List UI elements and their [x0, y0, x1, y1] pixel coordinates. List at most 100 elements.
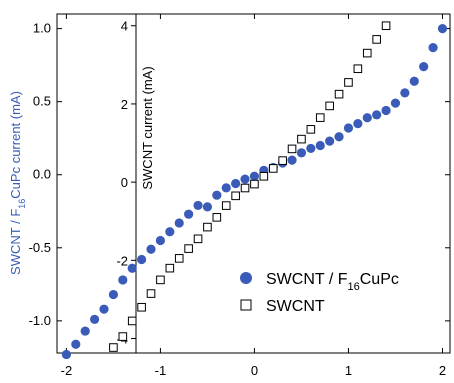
data-point-swcnt: [137, 302, 146, 312]
series-swcnt: [109, 21, 391, 352]
right-y-tick-label: 2: [121, 97, 128, 112]
data-point-swcnt: [109, 343, 118, 352]
data-point-swcnt-f16cupc: [108, 289, 119, 300]
x-axis-ticks: -2 -1 0 1 2: [61, 14, 446, 378]
legend-label-0-post: CuPc: [360, 271, 399, 288]
left-y-label-pre: SWCNT / F: [8, 209, 23, 275]
data-point-swcnt: [221, 201, 231, 210]
right-y-axis-label: SWCNT current (mA): [140, 66, 155, 189]
right-y-tick-label: 0: [121, 175, 128, 190]
data-point-swcnt-f16cupc: [174, 218, 184, 228]
data-point-swcnt-f16cupc: [240, 174, 250, 184]
data-point-swcnt: [165, 263, 175, 273]
data-point-swcnt-f16cupc: [184, 209, 194, 219]
data-point-swcnt: [306, 125, 316, 134]
data-point-swcnt: [231, 191, 240, 201]
data-point-swcnt-f16cupc: [231, 178, 241, 189]
data-point-swcnt-f16cupc: [118, 275, 128, 285]
left-y-label-unit: current (mA): [8, 91, 23, 163]
plot-border: [56, 13, 451, 354]
data-point-swcnt: [184, 244, 193, 253]
data-point-swcnt-f16cupc: [428, 43, 438, 53]
data-point-swcnt-f16cupc: [155, 235, 166, 246]
left-y-tick-label: 0.5: [33, 94, 51, 109]
data-point-swcnt-f16cupc: [296, 148, 307, 158]
data-point-swcnt-f16cupc: [137, 254, 147, 265]
left-y-tick-label: -1.0: [29, 313, 51, 328]
data-point-swcnt: [362, 48, 372, 58]
data-point-swcnt-f16cupc: [400, 88, 410, 98]
data-point-swcnt: [334, 89, 344, 99]
data-point-swcnt-f16cupc: [127, 263, 137, 273]
data-point-swcnt: [278, 156, 287, 165]
x-tick-label: -1: [155, 363, 167, 378]
data-point-swcnt-f16cupc: [61, 349, 72, 360]
data-point-swcnt-f16cupc: [287, 155, 297, 165]
right-y-label-pre: SWCNT: [140, 142, 155, 190]
data-point-swcnt-f16cupc: [419, 62, 429, 72]
data-point-swcnt-f16cupc: [212, 190, 222, 200]
x-tick-label: -2: [61, 363, 73, 378]
legend-marker-swcnt: [240, 299, 252, 311]
legend: SWCNT / F16CuPc SWCNT: [240, 271, 399, 315]
data-point-swcnt: [240, 183, 250, 193]
data-point-swcnt-f16cupc: [362, 113, 372, 123]
data-point-swcnt: [127, 316, 137, 326]
data-point-swcnt: [325, 101, 334, 111]
legend-label-swcnt-f16cupc: SWCNT / F16CuPc: [266, 271, 399, 293]
left-y-tick-label: -0.5: [29, 240, 51, 255]
data-point-swcnt: [372, 35, 381, 44]
data-point-swcnt-f16cupc: [325, 136, 335, 146]
data-point-swcnt: [287, 144, 297, 154]
data-point-swcnt-f16cupc: [409, 76, 419, 86]
data-point-swcnt-f16cupc: [80, 326, 90, 336]
data-point-swcnt-f16cupc: [249, 171, 260, 181]
legend-label-1-pre: SWCNT: [266, 298, 325, 315]
data-point-swcnt: [297, 134, 306, 144]
data-point-swcnt-f16cupc: [146, 244, 156, 254]
data-point-swcnt-f16cupc: [306, 143, 316, 154]
data-point-swcnt-f16cupc: [390, 98, 401, 108]
data-point-swcnt-f16cupc: [381, 105, 391, 116]
left-y-tick-label: 0.0: [33, 167, 51, 182]
legend-label-0-pre: SWCNT / F: [266, 271, 348, 288]
data-point-swcnt-f16cupc: [193, 200, 203, 211]
data-point-swcnt: [250, 179, 259, 189]
data-point-swcnt-f16cupc: [202, 202, 213, 212]
data-point-swcnt: [268, 164, 278, 173]
data-point-swcnt-f16cupc: [221, 183, 231, 193]
data-point-swcnt: [193, 234, 203, 244]
data-point-swcnt-f16cupc: [437, 24, 448, 34]
right-y-label-unit: current (mA): [140, 66, 155, 138]
data-point-swcnt-f16cupc: [315, 140, 325, 151]
data-point-swcnt: [212, 213, 222, 222]
left-y-label-post: CuPc: [8, 166, 23, 198]
legend-label-swcnt: SWCNT: [266, 298, 325, 315]
data-point-swcnt: [353, 64, 363, 74]
data-point-swcnt: [259, 171, 269, 181]
data-point-swcnt: [146, 289, 156, 298]
series-swcnt-f16cupc: [61, 24, 448, 360]
x-tick-label: 0: [251, 363, 258, 378]
legend-marker-swcnt-f16cupc: [240, 272, 252, 284]
legend-label-0-sub: 16: [347, 281, 359, 293]
data-point-swcnt: [315, 113, 325, 122]
data-point-swcnt-f16cupc: [165, 227, 175, 237]
data-point-swcnt-f16cupc: [372, 110, 382, 120]
data-point-swcnt-f16cupc: [334, 132, 344, 142]
data-point-swcnt-f16cupc: [90, 314, 100, 324]
data-point-swcnt-f16cupc: [353, 118, 363, 129]
right-y-tick-label: -2: [116, 253, 128, 268]
x-tick-label: 1: [345, 363, 352, 378]
data-point-swcnt-f16cupc: [99, 304, 109, 314]
left-y-axis-label: SWCNT / F16CuPc current (mA): [8, 91, 27, 275]
data-point-swcnt: [174, 254, 184, 263]
data-point-swcnt: [156, 275, 165, 285]
data-point-swcnt: [344, 78, 353, 87]
x-tick-label: 2: [439, 363, 446, 378]
left-y-label-sub: 16: [17, 199, 27, 209]
data-point-swcnt: [203, 222, 212, 232]
left-y-axis-ticks: -1.0 -0.5 0.0 0.5 1.0: [29, 21, 450, 328]
